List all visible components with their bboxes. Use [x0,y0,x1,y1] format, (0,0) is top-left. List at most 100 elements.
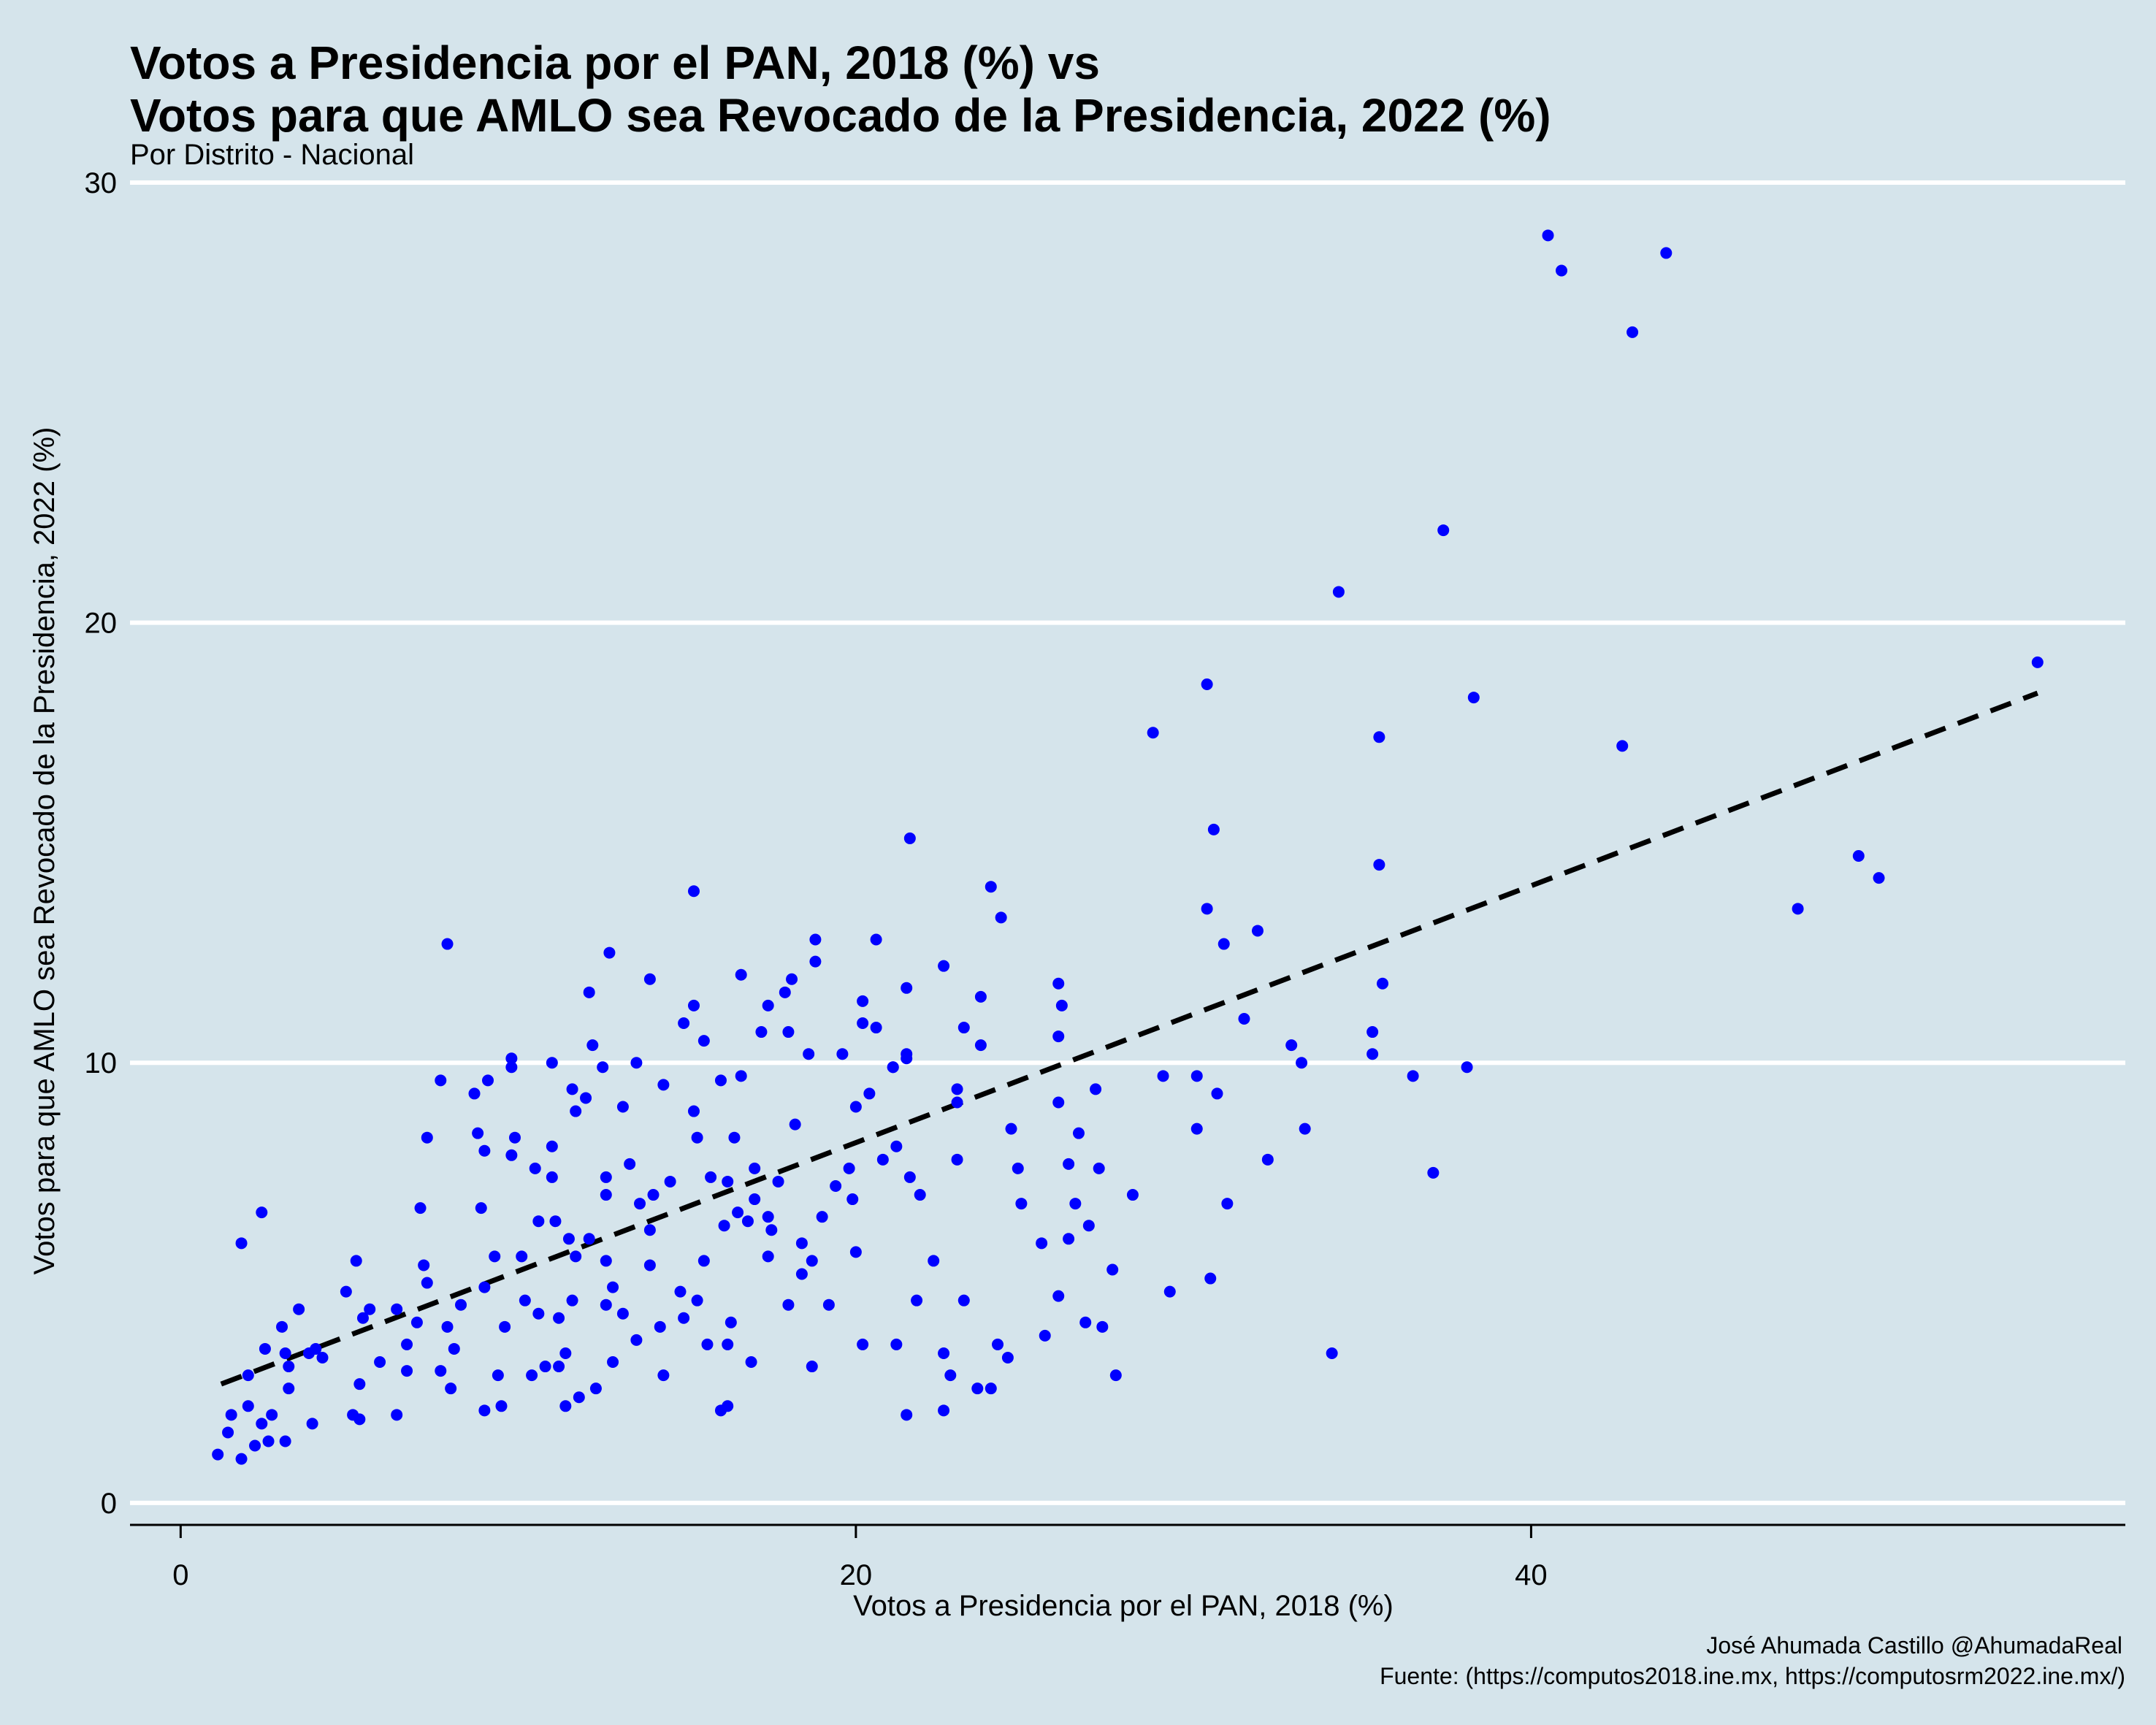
data-point [482,1074,494,1087]
data-point [890,1140,903,1152]
data-point [903,1171,916,1183]
data-point [1873,872,1885,884]
data-point [256,1206,268,1219]
data-point [1052,1096,1065,1109]
data-point [795,1268,808,1280]
data-point [1296,1057,1308,1069]
data-point [242,1369,254,1382]
data-point [857,995,869,1007]
data-point [1109,1369,1122,1382]
data-point [762,1250,774,1263]
data-point [951,1096,963,1109]
data-point [259,1342,271,1355]
data-point [562,1233,575,1245]
data-point [1106,1263,1119,1276]
data-point [546,1140,558,1152]
data-point [643,973,656,985]
data-point [303,1347,316,1359]
data-point [687,999,700,1011]
data-point [735,968,747,981]
data-point [495,1400,508,1412]
data-point [718,1220,730,1232]
data-point [678,1017,690,1030]
data-point [1147,727,1159,739]
data-point [276,1320,288,1333]
data-point [887,1061,899,1074]
data-point [1201,678,1213,690]
data-point [1052,977,1065,990]
data-point [1366,1048,1379,1060]
data-point [516,1250,528,1263]
x-tick-label-20: 20 [840,1559,873,1591]
data-point [478,1281,491,1293]
data-point [549,1215,562,1228]
caption-source: Fuente: (https://computos2018.ine.mx, ht… [1380,1663,2125,1689]
data-point [539,1361,551,1373]
data-point [570,1105,582,1117]
data-point [657,1079,670,1091]
data-point [1299,1122,1311,1135]
data-point [401,1338,413,1350]
data-point [1201,903,1213,915]
data-point [1251,925,1264,937]
data-point [1461,1061,1473,1074]
data-point [616,1307,629,1320]
data-point [401,1365,413,1377]
data-point [985,881,997,893]
data-point [418,1259,430,1271]
data-point [1207,823,1220,835]
data-point [630,1057,643,1069]
data-point [347,1409,359,1421]
data-point [843,1162,855,1174]
data-point [1427,1166,1440,1179]
data-point [242,1400,254,1412]
data-point [1326,1347,1338,1359]
data-point [414,1202,427,1215]
y-tick-label-20: 20 [85,608,118,640]
x-tick-label-40: 40 [1515,1559,1548,1591]
data-point [938,1347,950,1359]
data-point [353,1378,366,1391]
data-point [735,1070,747,1082]
data-point [566,1294,578,1307]
data-point [1285,1039,1298,1052]
data-point [806,1255,818,1267]
data-point [863,1087,876,1100]
data-point [478,1144,491,1157]
data-point [705,1171,717,1183]
data-point [1407,1070,1419,1082]
data-point [421,1131,433,1144]
data-point [1221,1198,1234,1210]
data-point [765,1224,778,1236]
data-point [283,1361,295,1373]
data-point [235,1237,248,1250]
data-point [901,982,913,994]
data-point [235,1453,248,1465]
data-point [553,1361,565,1373]
data-point [532,1215,545,1228]
data-point [911,1294,923,1307]
gridlines [130,180,2125,1505]
data-point [944,1369,957,1382]
data-point [529,1162,541,1174]
data-point [1052,1030,1065,1043]
data-point [600,1298,612,1311]
data-point [212,1448,224,1461]
axes: 0 20 40 0 10 20 30 [85,167,2125,1591]
data-point [508,1131,521,1144]
data-point [1039,1329,1051,1342]
data-point [2031,656,2044,668]
data-point [806,1361,818,1373]
data-point [603,946,616,959]
data-point [782,1298,795,1311]
data-point [583,1233,595,1245]
data-point [225,1409,237,1421]
data-point [468,1087,481,1100]
data-point [654,1320,666,1333]
data-point [600,1189,612,1201]
data-point [391,1409,403,1421]
data-point [546,1057,558,1069]
data-point [1079,1316,1092,1328]
data-point [492,1369,504,1382]
